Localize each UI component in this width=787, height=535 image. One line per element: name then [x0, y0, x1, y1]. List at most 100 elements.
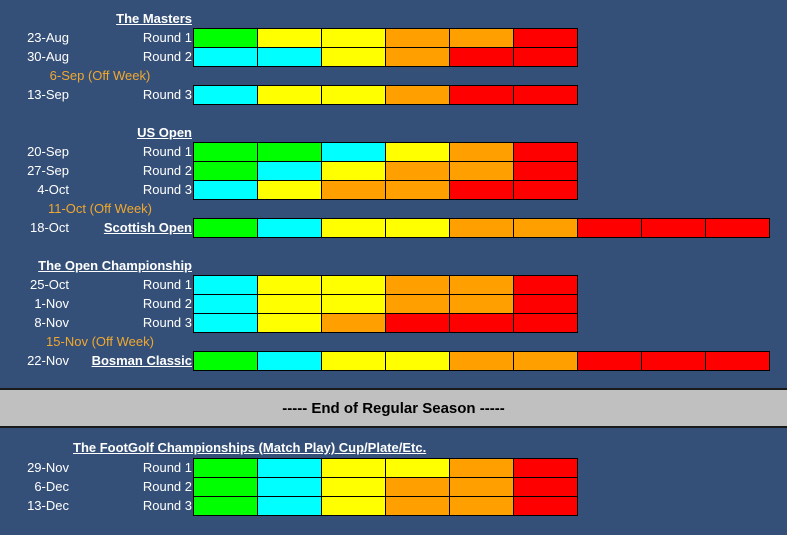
color-cell: [449, 294, 514, 314]
color-cell: [513, 85, 578, 105]
color-cell: [385, 275, 450, 295]
round-label: Round 3: [142, 498, 192, 513]
round-date: 23-Aug: [27, 30, 69, 45]
color-cell: [513, 294, 578, 314]
color-cell: [257, 161, 322, 181]
color-cell: [385, 218, 450, 238]
color-cell: [193, 28, 258, 48]
color-cell: [321, 47, 386, 67]
color-cell: [193, 47, 258, 67]
color-cell: [385, 161, 450, 181]
round-label: Round 3: [142, 182, 192, 197]
color-cell: [257, 458, 322, 478]
color-cell: [193, 161, 258, 181]
end-of-regular-season-banner: ----- End of Regular Season -----: [0, 388, 787, 428]
round-label: Round 2: [142, 479, 192, 494]
round-date: 18-Oct: [29, 220, 69, 235]
color-cell: [385, 28, 450, 48]
color-cell: [321, 458, 386, 478]
color-cell: [257, 351, 322, 371]
color-cell: [513, 458, 578, 478]
color-cell: [641, 218, 706, 238]
color-cell: [385, 85, 450, 105]
round-date: 6-Dec: [34, 479, 69, 494]
color-cell: [193, 218, 258, 238]
color-cell: [385, 47, 450, 67]
color-cell: [449, 161, 514, 181]
round-label: Scottish Open: [103, 220, 192, 235]
color-cell: [449, 477, 514, 497]
round-date: 13-Sep: [27, 87, 69, 102]
color-cell: [193, 458, 258, 478]
color-cell: [193, 275, 258, 295]
color-cell: [513, 496, 578, 516]
round-date: 1-Nov: [34, 296, 69, 311]
color-cell: [641, 351, 706, 371]
color-cell: [321, 28, 386, 48]
color-cell: [193, 313, 258, 333]
color-cell: [513, 161, 578, 181]
color-cell: [193, 180, 258, 200]
color-cell: [321, 294, 386, 314]
color-cell: [321, 142, 386, 162]
off-week-label: 11-Oct (Off Week): [47, 201, 153, 216]
round-date: 13-Dec: [27, 498, 69, 513]
color-cell: [449, 28, 514, 48]
round-label: Round 3: [142, 315, 192, 330]
round-date: 22-Nov: [27, 353, 69, 368]
section-title: US Open: [137, 125, 192, 140]
color-cell: [321, 496, 386, 516]
color-cell: [257, 85, 322, 105]
round-date: 4-Oct: [37, 182, 69, 197]
color-cell: [513, 275, 578, 295]
color-cell: [449, 47, 514, 67]
color-cell: [449, 313, 514, 333]
color-cell: [193, 351, 258, 371]
color-cell: [513, 313, 578, 333]
color-cell: [257, 218, 322, 238]
round-label: Round 2: [142, 296, 192, 311]
color-cell: [257, 28, 322, 48]
color-cell: [257, 294, 322, 314]
off-week-label: 6-Sep (Off Week): [49, 68, 151, 83]
color-cell: [577, 218, 642, 238]
playoffs-title: The FootGolf Championships (Match Play) …: [73, 440, 427, 455]
color-cell: [257, 275, 322, 295]
color-cell: [321, 161, 386, 181]
round-label: Round 2: [142, 49, 192, 64]
color-cell: [513, 477, 578, 497]
color-cell: [449, 458, 514, 478]
color-cell: [513, 47, 578, 67]
round-date: 20-Sep: [27, 144, 69, 159]
color-cell: [193, 477, 258, 497]
color-cell: [321, 85, 386, 105]
round-label: Round 2: [142, 163, 192, 178]
round-label: Round 1: [142, 144, 192, 159]
color-cell: [385, 142, 450, 162]
round-date: 8-Nov: [34, 315, 69, 330]
round-label: Round 1: [142, 277, 192, 292]
color-cell: [449, 85, 514, 105]
color-cell: [705, 351, 770, 371]
color-cell: [385, 496, 450, 516]
color-cell: [257, 142, 322, 162]
color-cell: [385, 351, 450, 371]
color-cell: [257, 313, 322, 333]
round-date: 25-Oct: [29, 277, 69, 292]
color-cell: [321, 218, 386, 238]
section-title: The Masters: [116, 11, 192, 26]
color-cell: [385, 313, 450, 333]
round-label: Round 1: [142, 460, 192, 475]
color-cell: [449, 496, 514, 516]
color-cell: [513, 180, 578, 200]
color-cell: [385, 180, 450, 200]
color-cell: [193, 496, 258, 516]
color-cell: [257, 47, 322, 67]
round-label: Bosman Classic: [91, 353, 192, 368]
color-cell: [705, 218, 770, 238]
color-cell: [513, 218, 578, 238]
off-week-label: 15-Nov (Off Week): [46, 334, 154, 349]
color-cell: [449, 275, 514, 295]
color-cell: [321, 275, 386, 295]
color-cell: [449, 351, 514, 371]
